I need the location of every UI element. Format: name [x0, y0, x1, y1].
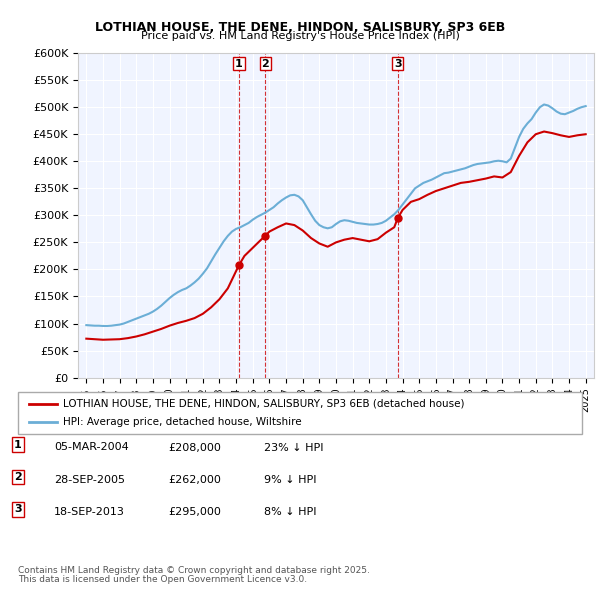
Text: 8% ↓ HPI: 8% ↓ HPI	[264, 507, 317, 517]
Text: This data is licensed under the Open Government Licence v3.0.: This data is licensed under the Open Gov…	[18, 575, 307, 584]
Text: £208,000: £208,000	[168, 442, 221, 453]
Text: £295,000: £295,000	[168, 507, 221, 517]
Text: 1: 1	[235, 58, 243, 68]
Text: 9% ↓ HPI: 9% ↓ HPI	[264, 475, 317, 485]
FancyBboxPatch shape	[18, 392, 582, 434]
Text: 3: 3	[394, 58, 401, 68]
Text: 1: 1	[14, 440, 22, 450]
Text: Price paid vs. HM Land Registry's House Price Index (HPI): Price paid vs. HM Land Registry's House …	[140, 31, 460, 41]
Text: 23% ↓ HPI: 23% ↓ HPI	[264, 442, 323, 453]
Text: 2: 2	[262, 58, 269, 68]
Text: LOTHIAN HOUSE, THE DENE, HINDON, SALISBURY, SP3 6EB: LOTHIAN HOUSE, THE DENE, HINDON, SALISBU…	[95, 21, 505, 34]
Text: 2: 2	[14, 472, 22, 482]
Text: 28-SEP-2005: 28-SEP-2005	[54, 475, 125, 485]
Text: 18-SEP-2013: 18-SEP-2013	[54, 507, 125, 517]
Text: 3: 3	[14, 504, 22, 514]
Text: HPI: Average price, detached house, Wiltshire: HPI: Average price, detached house, Wilt…	[63, 417, 302, 427]
Text: Contains HM Land Registry data © Crown copyright and database right 2025.: Contains HM Land Registry data © Crown c…	[18, 566, 370, 575]
Text: LOTHIAN HOUSE, THE DENE, HINDON, SALISBURY, SP3 6EB (detached house): LOTHIAN HOUSE, THE DENE, HINDON, SALISBU…	[63, 399, 464, 409]
Text: 05-MAR-2004: 05-MAR-2004	[54, 442, 129, 453]
Text: £262,000: £262,000	[168, 475, 221, 485]
